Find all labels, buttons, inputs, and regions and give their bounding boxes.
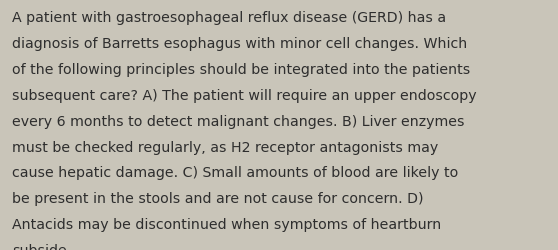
Text: be present in the stools and are not cause for concern. D): be present in the stools and are not cau… [12,192,424,205]
Text: must be checked regularly, as H2 receptor antagonists may: must be checked regularly, as H2 recepto… [12,140,439,154]
Text: Antacids may be discontinued when symptoms of heartburn: Antacids may be discontinued when sympto… [12,217,441,231]
Text: subside.: subside. [12,243,71,250]
Text: A patient with gastroesophageal reflux disease (GERD) has a: A patient with gastroesophageal reflux d… [12,11,446,25]
Text: subsequent care? A) The patient will require an upper endoscopy: subsequent care? A) The patient will req… [12,88,477,102]
Text: of the following principles should be integrated into the patients: of the following principles should be in… [12,63,470,77]
Text: every 6 months to detect malignant changes. B) Liver enzymes: every 6 months to detect malignant chang… [12,114,465,128]
Text: diagnosis of Barretts esophagus with minor cell changes. Which: diagnosis of Barretts esophagus with min… [12,37,468,51]
Text: cause hepatic damage. C) Small amounts of blood are likely to: cause hepatic damage. C) Small amounts o… [12,166,459,180]
